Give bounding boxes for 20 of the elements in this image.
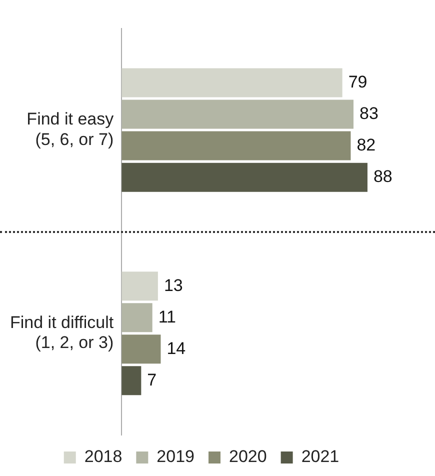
bar — [122, 131, 351, 160]
y-tick-label: Find it easy (5, 6, or 7) — [26, 110, 114, 149]
data-label: 79 — [348, 72, 368, 92]
data-label: 7 — [147, 370, 157, 390]
data-label: 83 — [360, 104, 378, 123]
bar — [122, 334, 161, 364]
data-label: 14 — [166, 338, 186, 358]
bar — [122, 272, 158, 301]
legend-label: 2019 — [156, 447, 195, 466]
bar — [122, 68, 342, 98]
legend-label: 2018 — [84, 447, 122, 466]
data-label: 11 — [158, 307, 176, 326]
data-label: 88 — [373, 167, 392, 186]
bar — [122, 162, 368, 192]
legend-label: 2021 — [301, 447, 340, 466]
y-tick-label: Find it difficult (1, 2, or 3) — [10, 312, 114, 352]
legend-label: 2020 — [229, 447, 267, 466]
data-label: 82 — [356, 135, 376, 154]
bar — [122, 366, 142, 396]
data-label: 13 — [164, 276, 183, 295]
